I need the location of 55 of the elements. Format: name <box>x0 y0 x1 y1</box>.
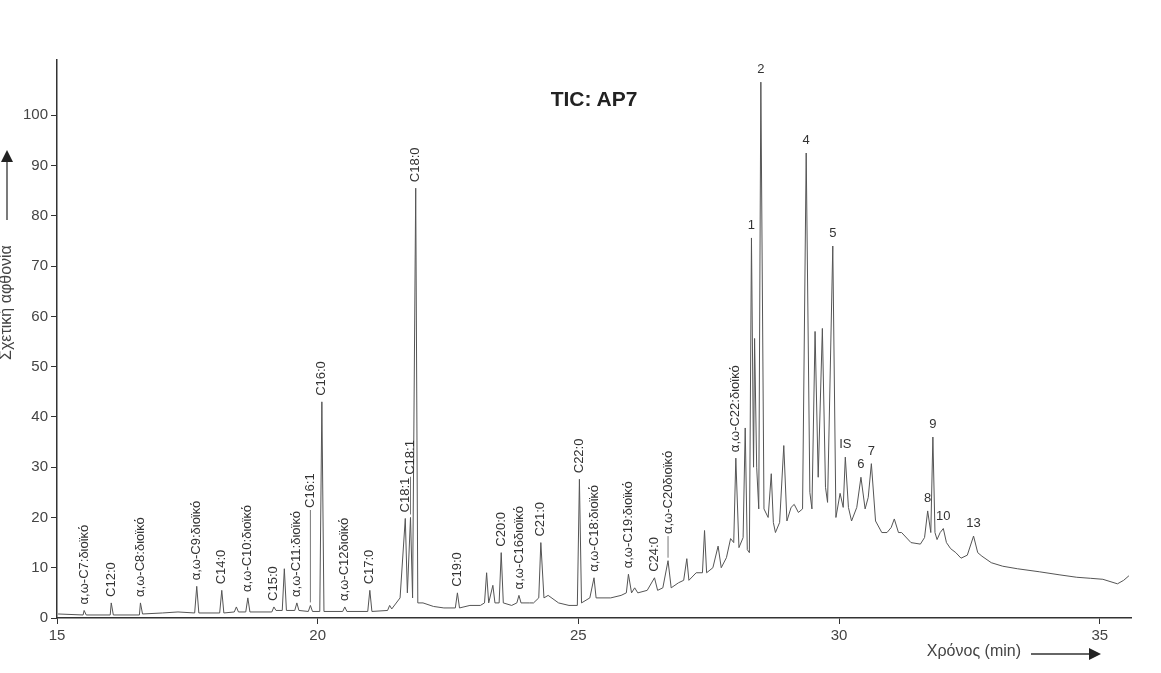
x-tick-label: 35 <box>1091 626 1109 644</box>
y-tick-label: 70 <box>31 256 49 274</box>
annotation: α,ω-C19:διοϊκό <box>620 481 635 569</box>
x-axis-title: Χρόνος (min) <box>926 642 1021 660</box>
annotation: C18:1 <box>402 440 418 475</box>
x-tick-label: 30 <box>830 626 848 644</box>
annotation: C12:0 <box>102 562 118 597</box>
annotation: C15:0 <box>265 566 281 601</box>
x-tick-label: 15 <box>48 626 66 644</box>
annotation: α,ω-C11:διοϊκό <box>288 511 304 597</box>
annotation: α,ω-C16διοϊκό <box>510 506 526 590</box>
annotation: 1 <box>747 217 756 233</box>
annotation: C18:0 <box>407 147 423 183</box>
y-tick-label: 0 <box>39 608 49 626</box>
y-tick-label: 50 <box>31 356 49 374</box>
annotation: IS <box>839 436 852 452</box>
y-tick-label: 100 <box>23 105 49 123</box>
annotation: α,ω-C18:διοϊκό <box>585 484 601 572</box>
annotation: α,ω-C9:διοϊκό <box>188 500 204 581</box>
annotation: C14:0 <box>213 549 229 585</box>
annotation: 5 <box>829 225 837 241</box>
annotation: 8 <box>924 490 932 505</box>
annotation: C20:0 <box>492 511 508 547</box>
annotation: C17:0 <box>361 549 377 585</box>
y-tick-label: 30 <box>31 457 49 475</box>
annotation: α,ω-C7:διοϊκό <box>75 524 91 605</box>
annotation: C21:0 <box>532 501 548 537</box>
y-tick-label: 40 <box>31 407 49 425</box>
annotation: C18:1 <box>396 477 412 513</box>
annotation: 13 <box>966 515 981 531</box>
annotation: α,ω-C22:διοϊκό <box>727 365 743 453</box>
y-tick-label: 20 <box>31 507 49 525</box>
annotation: 9 <box>929 416 937 432</box>
annotation: C16:1 <box>301 473 317 508</box>
x-tick-label: 25 <box>570 626 587 644</box>
y-axis-title: Σχετική αφθονία <box>0 245 15 360</box>
annotation: C16:0 <box>313 361 329 396</box>
annotation: α,ω-C10:διοϊκό <box>239 505 255 592</box>
y-tick-label: 90 <box>31 155 49 173</box>
annotation: α,ω-C20διοϊκό <box>659 450 675 535</box>
annotation: 6 <box>857 456 865 472</box>
annotation: C19:0 <box>449 552 464 587</box>
annotation: α,ω-C8:διοϊκό <box>132 517 148 597</box>
annotation: 10 <box>936 507 951 523</box>
annotation: 4 <box>802 132 810 148</box>
y-tick-label: 80 <box>31 205 49 223</box>
y-tick-label: 10 <box>31 557 49 575</box>
annotation: α,ω-C12διοϊκό <box>336 517 352 601</box>
annotation: C24:0 <box>646 537 662 572</box>
annotation: C22:0 <box>570 438 586 474</box>
annotation: 2 <box>757 61 765 77</box>
x-tick-label: 20 <box>309 626 327 644</box>
text: TIC: AP7 <box>550 86 638 110</box>
annotation: 7 <box>867 442 875 458</box>
y-tick-label: 60 <box>31 306 49 324</box>
